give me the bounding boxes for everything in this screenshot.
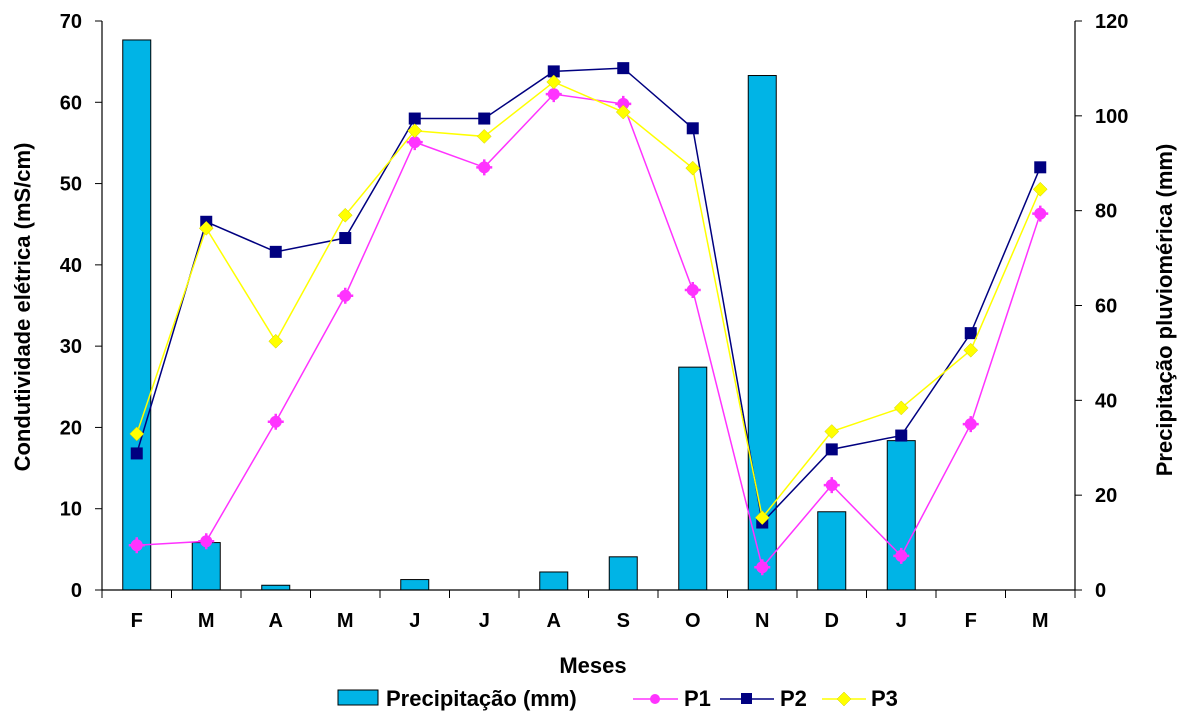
left-y-tick-label-3: 30 [60,336,82,358]
legend-label-p3: P3 [871,686,898,711]
point-p2-11 [895,429,908,442]
point-p3-10 [824,424,840,439]
point-p2-5 [478,112,491,125]
x-tick-label-5: J [479,610,490,632]
right-y-tick-label-0: 0 [1095,580,1106,602]
legend-marker-p1 [650,694,660,704]
right-y-tick-label-1: 20 [1095,485,1117,507]
point-p1-10 [823,477,840,494]
point-p3-0 [129,426,145,442]
point-p2-2 [269,245,282,258]
point-p3-3 [337,207,353,223]
precipitation-bar-9 [747,75,777,591]
point-p1-9 [754,559,771,576]
series-line-p3 [136,81,1041,520]
legend-label-p2: P2 [780,686,807,711]
x-tick-label-12: F [965,610,977,632]
series-line-p2 [136,67,1041,525]
series-line-p1 [136,93,1041,569]
left-y-axis-title: Condutividade elétrica (mS/cm) [10,143,35,472]
point-p2-13 [1034,161,1047,174]
precipitation-bar-7 [608,556,638,591]
x-tick-label-0: F [131,610,143,632]
left-y-tick-label-7: 70 [60,11,82,33]
point-p2-4 [408,112,421,125]
legend-bar-swatch [337,689,379,706]
point-p1-1 [198,533,215,550]
precipitation-bar-6 [539,571,569,591]
point-p1-7 [615,95,632,112]
point-p2-3 [339,232,352,245]
x-tick-label-11: J [896,610,907,632]
axes [95,20,1082,598]
right-y-tick-label-6: 120 [1095,11,1128,33]
x-tick-label-7: S [617,610,630,632]
precipitation-bar-8 [678,366,708,591]
left-y-tick-label-1: 10 [60,499,82,521]
point-p3-5 [476,129,492,144]
precipitation-bar-1 [191,542,221,591]
x-tick-label-8: O [685,610,701,632]
point-p3-9 [754,510,770,526]
precipitation-bar-11 [886,440,916,591]
point-p2-7 [617,62,630,75]
x-tick-label-4: J [409,610,420,632]
left-y-tick-label-2: 20 [60,417,82,439]
x-tick-label-10: D [825,610,839,632]
point-p1-12 [962,416,979,433]
legend: Precipitação (mm) P1 P2 P3 [337,686,898,711]
x-tick-label-13: M [1032,610,1049,632]
precipitation-bar-0 [122,39,152,591]
point-p3-4 [407,123,423,139]
x-tick-label-6: A [547,610,561,632]
point-p3-2 [268,333,284,349]
x-tick-label-9: N [755,610,769,632]
right-y-tick-label-2: 40 [1095,390,1117,412]
right-y-tick-label-4: 80 [1095,201,1117,223]
point-p2-6 [547,65,560,78]
tick-labels: 0 10 20 30 40 50 60 70 0 20 40 60 80 100 120 F M A M J J A S O N… [60,11,1129,632]
point-p2-12 [964,327,977,340]
x-axis-title: Meses [559,653,626,678]
left-y-tick-label-5: 50 [60,174,82,196]
legend-label-p1: P1 [684,686,711,711]
right-y-tick-label-5: 100 [1095,106,1128,128]
point-p3-11 [893,400,909,416]
point-p2-0 [130,447,143,460]
left-y-tick-label-0: 0 [71,580,82,602]
point-p1-13 [1032,205,1049,222]
legend-label-precipitation: Precipitação (mm) [386,686,577,711]
point-p1-4 [406,134,423,151]
point-p3-13 [1032,181,1048,197]
point-p1-5 [476,159,493,176]
point-p3-8 [685,160,701,176]
point-p1-11 [893,547,910,564]
x-tick-label-2: A [269,610,283,632]
point-p3-12 [963,342,979,358]
conductivity-lines [128,62,1049,576]
precipitation-bar-2 [261,584,291,591]
point-p3-1 [198,220,214,236]
precipitation-bar-4 [400,579,430,591]
point-p2-10 [825,443,838,456]
right-y-axis-title: Precipitação pluviomérica (mm) [1152,144,1177,477]
point-p1-3 [337,287,354,304]
legend-marker-p3 [836,691,852,707]
point-p1-0 [128,537,145,554]
x-tick-label-1: M [198,610,215,632]
precipitation-bar-10 [817,511,847,591]
left-y-tick-label-6: 60 [60,92,82,114]
point-p3-6 [546,74,562,90]
right-y-tick-label-3: 60 [1095,296,1117,318]
left-y-tick-label-4: 40 [60,255,82,277]
point-p1-2 [267,413,284,430]
legend-marker-p2 [741,693,752,704]
x-tick-label-3: M [337,610,354,632]
point-p3-7 [615,104,631,120]
precipitation-bars [122,39,916,591]
point-p2-8 [686,122,699,135]
point-p1-8 [684,282,701,299]
